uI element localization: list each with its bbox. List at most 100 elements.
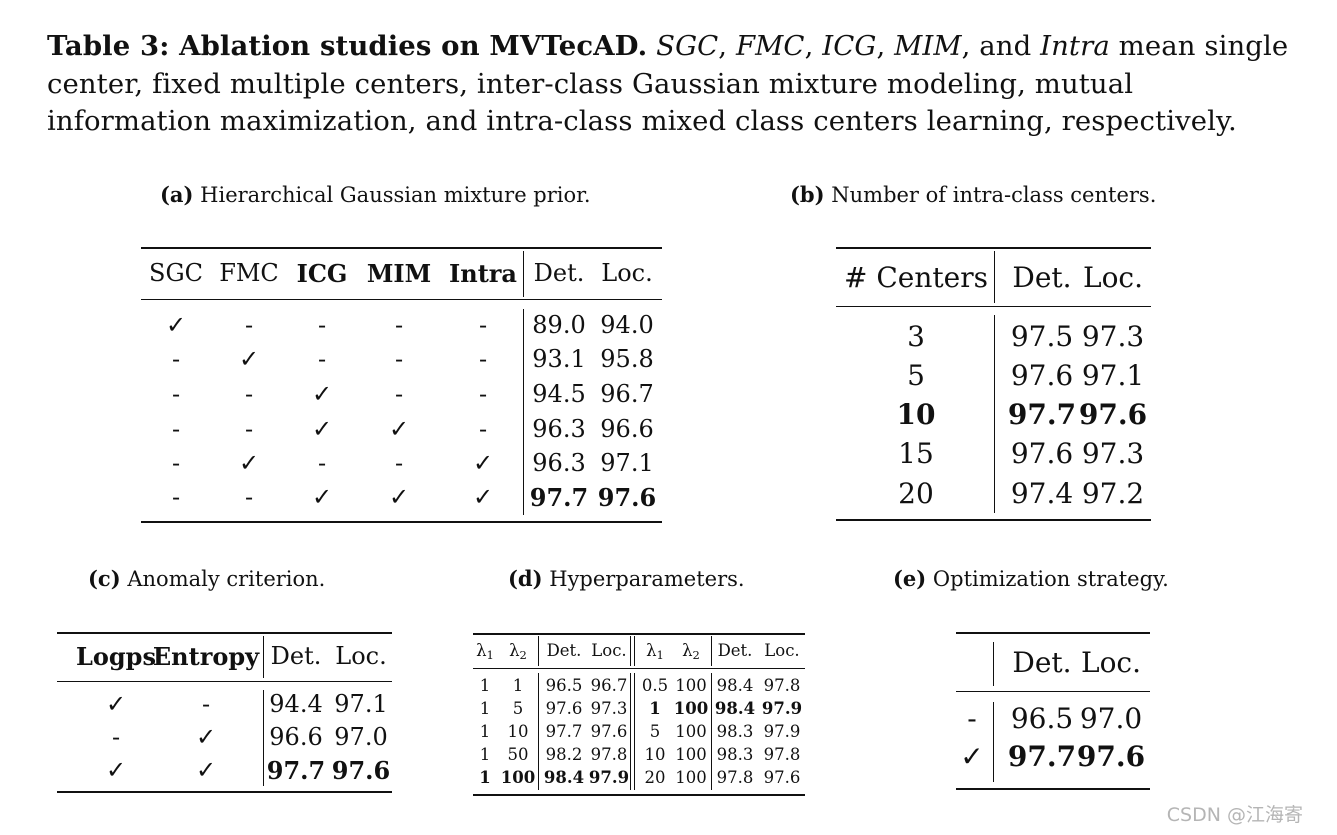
table-cell: 97.8	[590, 745, 628, 764]
subcaption-tag: (b)	[790, 182, 825, 207]
table-cell: ✓	[472, 483, 494, 511]
table-cell: -	[478, 415, 488, 443]
table-cell: 89.0	[532, 311, 586, 339]
table-cell: 10	[896, 398, 936, 431]
table-cell: 97.9	[761, 699, 803, 718]
column-header: ICG	[296, 259, 348, 288]
table-cell: 94.0	[600, 311, 654, 339]
table-cell: ✓	[311, 483, 333, 511]
table-b: # Centers Det. Loc. 3 97.5 97.3 5 97.6 97.1 10 97.…	[836, 247, 1151, 523]
column-header: Loc.	[764, 641, 800, 660]
table-cell: 97.2	[1081, 477, 1145, 510]
table-cell: -	[317, 345, 327, 373]
table-cell: 97.5	[1010, 320, 1074, 353]
table-cell: 5	[512, 699, 524, 718]
subcaption-a: (a) Hierarchical Gaussian mixture prior.	[160, 182, 591, 207]
table-cell: 98.3	[716, 722, 754, 741]
abbr-sgc: SGC	[656, 30, 719, 62]
table-cell: -	[244, 415, 254, 443]
table-cell: 97.1	[600, 449, 654, 477]
column-divider	[634, 636, 635, 666]
abbr-intra: Intra	[1040, 30, 1110, 62]
table-cell: 98.4	[543, 768, 585, 787]
table-cell: 3	[907, 320, 925, 353]
table-cell: -	[201, 690, 211, 718]
table-cell: -	[478, 345, 488, 373]
table-cell: 97.6	[545, 699, 583, 718]
table-cell: 96.5	[1010, 702, 1074, 735]
table-cell: 97.6	[590, 722, 628, 741]
subcaption-d: (d) Hyperparameters.	[508, 566, 745, 591]
subcaption-e: (e) Optimization strategy.	[893, 566, 1169, 591]
table-cell: 97.7	[1007, 398, 1077, 431]
table-cell: 100	[675, 745, 707, 764]
table-cell: 1	[479, 768, 491, 787]
table-cell: 20	[644, 768, 666, 787]
table-cell: 97.7	[545, 722, 583, 741]
subcaption-title: Number of intra-class centers.	[831, 183, 1157, 207]
table-cell: 96.3	[532, 449, 586, 477]
table-cell: ✓	[472, 449, 494, 477]
table-cell: -	[244, 483, 254, 511]
top-rule	[956, 632, 1150, 634]
column-header: Det.	[546, 641, 582, 660]
column-header: Det.	[533, 259, 585, 287]
table-cell: ✓	[105, 690, 127, 718]
lambda-subscript: 1	[656, 647, 664, 662]
column-header: Det.	[270, 642, 322, 670]
table-cell: ✓	[238, 449, 260, 477]
table-cell: -	[394, 449, 404, 477]
mid-rule	[141, 299, 662, 300]
table-cell: 1	[479, 745, 491, 764]
table-cell: 97.6	[331, 756, 391, 785]
mid-rule	[836, 306, 1151, 307]
table-cell: ✓	[388, 415, 410, 443]
table-cell: 10	[644, 745, 666, 764]
caption-label: Table 3: Ablation studies on MVTecAD.	[47, 30, 648, 62]
table-cell: ✓	[105, 756, 127, 784]
top-rule	[473, 633, 805, 635]
lambda-subscript: 2	[519, 647, 527, 662]
column-header: Det.	[717, 641, 753, 660]
lambda-subscript: 2	[692, 647, 700, 662]
sep: ,	[804, 30, 823, 62]
table-cell: 5	[907, 359, 925, 392]
lambda-symbol: λ	[509, 641, 520, 660]
table-cell: -	[478, 311, 488, 339]
subcaption-tag: (d)	[508, 566, 543, 591]
column-divider	[994, 251, 995, 303]
watermark: CSDN @江海寄	[1166, 804, 1303, 826]
table-cell: 97.0	[334, 723, 388, 751]
table-cell: ✓	[238, 345, 260, 373]
subcaption-tag: (a)	[160, 182, 194, 207]
table-d: λ1 λ2 Det. Loc. λ1 λ2 Det. Loc. 1 1 96.5 96.7 0.5 100…	[473, 633, 805, 798]
table-cell: ✓	[195, 723, 217, 751]
table-cell: -	[317, 311, 327, 339]
table-e: Det. Loc. -96.5 97.0 ✓ 97.7 97.6	[956, 632, 1150, 792]
sep: ,	[718, 30, 736, 62]
sep: ,	[876, 30, 895, 62]
table-cell: 100	[673, 699, 709, 718]
table-cell: -	[171, 415, 181, 443]
subcaption-title: Optimization strategy.	[932, 567, 1169, 591]
column-header: # Centers	[844, 261, 988, 294]
column-divider	[993, 702, 994, 782]
table-cell: 97.6	[597, 483, 657, 512]
table-cell: -	[111, 723, 121, 751]
table-cell: -	[171, 380, 181, 408]
subcaption-title: Hierarchical Gaussian mixture prior.	[200, 183, 591, 207]
table-cell: 97.9	[763, 722, 801, 741]
table-cell: 93.1	[532, 345, 586, 373]
column-header: FMC	[219, 259, 279, 287]
table-cell: -	[171, 483, 181, 511]
column-header: λ2	[509, 641, 527, 662]
column-header: MIM	[366, 259, 432, 288]
table-cell: 97.6	[1010, 437, 1074, 470]
table-cell: 97.4	[1010, 477, 1074, 510]
table-c: Logps Entropy Det. Loc. ✓ - 94.4 97.1 - ✓ 96.6 97.0…	[57, 632, 392, 795]
lambda-symbol: λ	[646, 641, 657, 660]
column-divider	[263, 690, 264, 786]
table-cell: 15	[898, 437, 934, 470]
table-cell: 96.7	[600, 380, 654, 408]
table-cell: 97.7	[1007, 740, 1077, 773]
